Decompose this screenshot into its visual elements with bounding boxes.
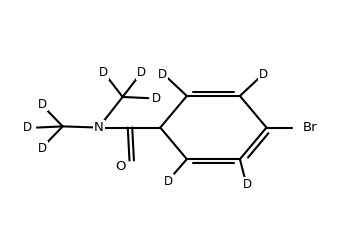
- Text: N: N: [94, 121, 104, 134]
- Text: D: D: [158, 67, 167, 80]
- Text: D: D: [243, 178, 252, 191]
- Text: D: D: [259, 67, 268, 80]
- Text: O: O: [116, 160, 126, 173]
- Text: D: D: [137, 66, 146, 79]
- Text: D: D: [23, 121, 32, 134]
- Text: D: D: [38, 98, 47, 111]
- Text: D: D: [152, 92, 161, 105]
- Text: Br: Br: [303, 121, 318, 134]
- Text: D: D: [38, 142, 47, 155]
- Text: D: D: [164, 175, 173, 188]
- Text: D: D: [99, 66, 108, 79]
